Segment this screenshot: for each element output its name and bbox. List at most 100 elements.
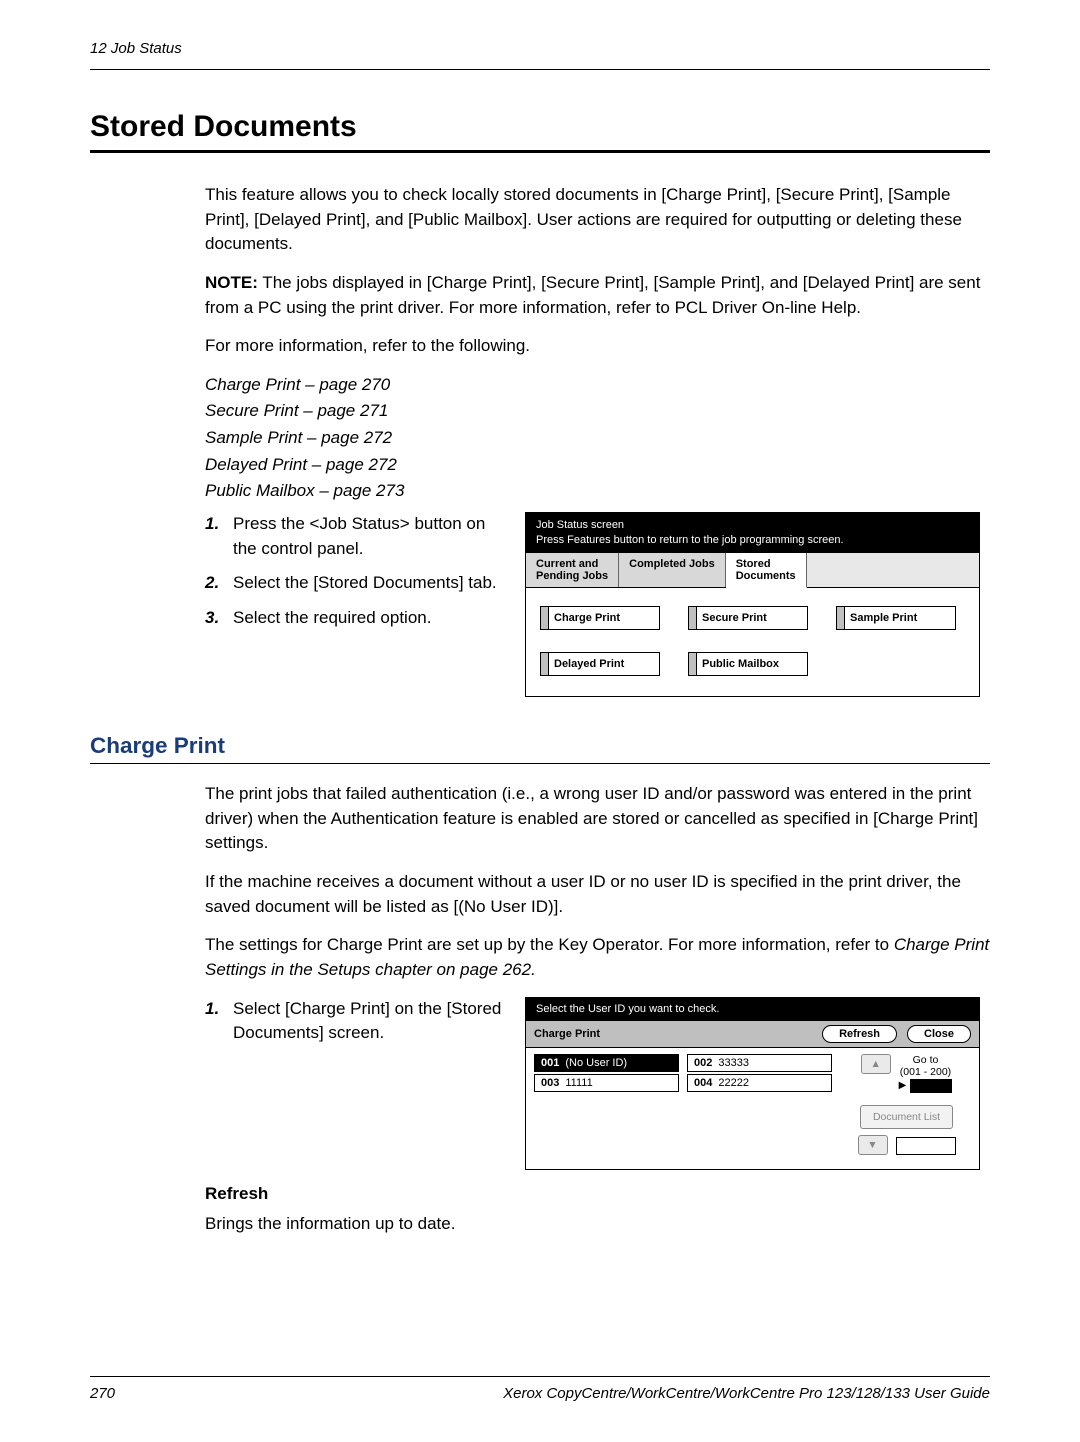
cell-index: 004 [694, 1077, 712, 1089]
btn-label: Delayed Print [549, 658, 624, 670]
secure-print-button[interactable]: Secure Print [688, 606, 808, 630]
close-button[interactable]: Close [907, 1025, 971, 1043]
scr2-right-panel: ▲ Go to (001 - 200) ▶ [842, 1054, 971, 1155]
tab-completed-jobs[interactable]: Completed Jobs [619, 553, 726, 587]
footer-text: Xerox CopyCentre/WorkCentre/WorkCentre P… [150, 1385, 990, 1402]
steps-list-2: 1.Select [Charge Print] on the [Stored D… [205, 997, 505, 1046]
charge-print-button[interactable]: Charge Print [540, 606, 660, 630]
scr1-row1: Charge Print Secure Print Sample Print [540, 606, 965, 630]
header-rule [90, 69, 990, 70]
cell-index: 003 [541, 1077, 559, 1089]
scr1-tabs: Current and Pending Jobs Completed Jobs … [526, 553, 979, 588]
screenshot-1-col: Job Status screen Press Features button … [525, 512, 990, 697]
ref-sample-print: Sample Print – page 272 [205, 426, 990, 451]
tab-stored-documents[interactable]: Stored Documents [726, 553, 807, 588]
user-id-cell[interactable]: 003 11111 [534, 1074, 679, 1092]
step-number: 1. [205, 512, 233, 561]
steps-col-2: 1.Select [Charge Print] on the [Stored D… [205, 997, 505, 1056]
scr1-header-line1: Job Status screen [536, 518, 969, 533]
step-text: Select [Charge Print] on the [Stored Doc… [233, 997, 505, 1046]
step-text: Press the <Job Status> button on the con… [233, 512, 505, 561]
ref-secure-print: Secure Print – page 271 [205, 399, 990, 424]
note-label: NOTE: [205, 273, 258, 292]
cp-paragraph-3: The settings for Charge Print are set up… [205, 933, 990, 982]
cell-index: 002 [694, 1057, 712, 1069]
h1-rule [90, 150, 990, 153]
list-row: 003 11111 004 22222 [534, 1074, 832, 1092]
step-number: 2. [205, 571, 233, 596]
steps-col-1: 1.Press the <Job Status> button on the c… [205, 512, 505, 641]
goto-input-row: ▶ [899, 1079, 953, 1093]
step-3: 3.Select the required option. [205, 606, 505, 631]
step-number: 3. [205, 606, 233, 631]
ref-public-mailbox: Public Mailbox – page 273 [205, 479, 990, 504]
scr1-header: Job Status screen Press Features button … [526, 513, 979, 553]
sample-print-button[interactable]: Sample Print [836, 606, 956, 630]
scr1-row2: Delayed Print Public Mailbox [540, 652, 965, 676]
user-id-cell-selected[interactable]: 001 (No User ID) [534, 1054, 679, 1072]
scr1-body: Charge Print Secure Print Sample Print D… [526, 588, 979, 696]
running-header: 12 Job Status [90, 40, 990, 57]
footer-rule [90, 1376, 990, 1377]
note-paragraph: NOTE: The jobs displayed in [Charge Prin… [205, 271, 990, 320]
steps-and-screenshot-1: 1.Press the <Job Status> button on the c… [205, 512, 990, 697]
cell-value: 22222 [718, 1077, 749, 1089]
btn-label: Public Mailbox [697, 658, 779, 670]
document-list-button[interactable]: Document List [860, 1105, 953, 1129]
tab-label: Completed Jobs [629, 558, 715, 571]
btn-label: Sample Print [845, 612, 917, 624]
intro-paragraph: This feature allows you to check locally… [205, 183, 990, 257]
scr2-title-bar: Charge Print Refresh Close [526, 1020, 979, 1048]
ref-delayed-print: Delayed Print – page 272 [205, 453, 990, 478]
scr2-body: 001 (No User ID) 002 33333 003 11111 004 222… [526, 1048, 979, 1169]
blank-field [896, 1137, 956, 1155]
charge-print-body: The print jobs that failed authenticatio… [205, 782, 990, 1236]
scroll-up-button[interactable]: ▲ [861, 1054, 891, 1074]
charge-print-screenshot: Select the User ID you want to check. Ch… [525, 997, 980, 1170]
scroll-down-button[interactable]: ▼ [858, 1135, 888, 1155]
step-text: Select the [Stored Documents] tab. [233, 571, 497, 596]
public-mailbox-button[interactable]: Public Mailbox [688, 652, 808, 676]
screenshot-2-col: Select the User ID you want to check. Ch… [525, 997, 990, 1170]
step-1: 1.Press the <Job Status> button on the c… [205, 512, 505, 561]
user-id-cell[interactable]: 002 33333 [687, 1054, 832, 1072]
cell-value: (No User ID) [565, 1057, 627, 1069]
goto-label: Go to [899, 1054, 953, 1067]
tab-label: Pending Jobs [536, 570, 608, 583]
body: This feature allows you to check locally… [205, 183, 990, 697]
goto-block: Go to (001 - 200) ▶ [899, 1054, 953, 1093]
refresh-heading: Refresh [205, 1184, 990, 1204]
scr1-header-line2: Press Features button to return to the j… [536, 533, 969, 548]
step-text: Select the required option. [233, 606, 431, 631]
cell-index: 001 [541, 1057, 559, 1069]
h2-rule [90, 763, 990, 764]
page: 12 Job Status Stored Documents This feat… [0, 0, 1080, 1442]
scr2-title: Charge Print [534, 1028, 812, 1040]
delayed-print-button[interactable]: Delayed Print [540, 652, 660, 676]
page-footer: 270 Xerox CopyCentre/WorkCentre/WorkCent… [90, 1385, 990, 1402]
more-info-paragraph: For more information, refer to the follo… [205, 334, 990, 359]
cell-value: 33333 [718, 1057, 749, 1069]
cell-value: 11111 [565, 1077, 592, 1089]
user-id-list: 001 (No User ID) 002 33333 003 11111 004 222… [534, 1054, 832, 1155]
tab-current-pending[interactable]: Current and Pending Jobs [526, 553, 619, 587]
cp-paragraph-2: If the machine receives a document witho… [205, 870, 990, 919]
note-text: The jobs displayed in [Charge Print], [S… [205, 273, 980, 317]
user-id-cell[interactable]: 004 22222 [687, 1074, 832, 1092]
charge-print-heading: Charge Print [90, 733, 990, 759]
steps-and-screenshot-2: 1.Select [Charge Print] on the [Stored D… [205, 997, 990, 1170]
goto-range: (001 - 200) [899, 1066, 953, 1079]
step-1: 1.Select [Charge Print] on the [Stored D… [205, 997, 505, 1046]
step-number: 1. [205, 997, 233, 1046]
tab-label: Current and [536, 558, 608, 571]
stored-documents-screenshot: Job Status screen Press Features button … [525, 512, 980, 697]
cp-paragraph-1: The print jobs that failed authenticatio… [205, 782, 990, 856]
refresh-button[interactable]: Refresh [822, 1025, 897, 1043]
btn-label: Charge Print [549, 612, 620, 624]
goto-input[interactable] [910, 1079, 952, 1093]
page-title: Stored Documents [90, 110, 990, 144]
ref-charge-print: Charge Print – page 270 [205, 373, 990, 398]
scr2-header: Select the User ID you want to check. [526, 998, 979, 1020]
reference-list: Charge Print – page 270 Secure Print – p… [205, 373, 990, 504]
btn-label: Secure Print [697, 612, 767, 624]
